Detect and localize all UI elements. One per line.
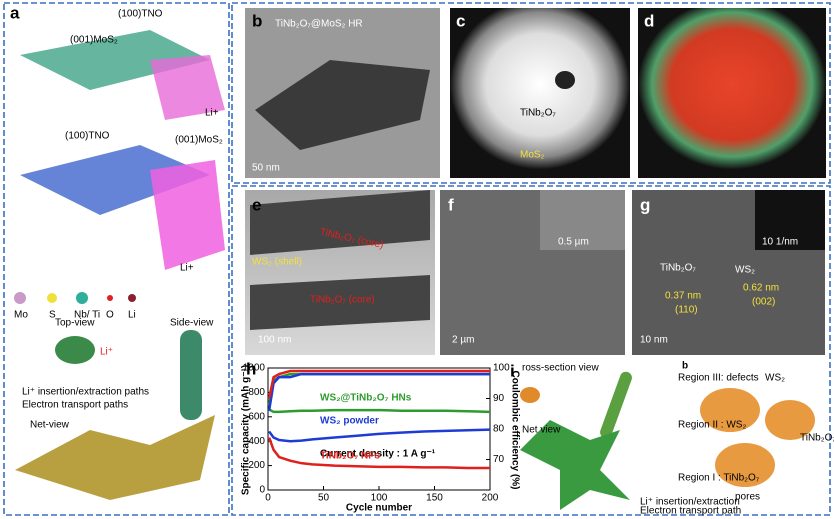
- annotation: TiNb₂O₇: [520, 108, 556, 119]
- annotation: (100)TNO: [65, 131, 110, 142]
- x-tick-label: 200: [482, 493, 499, 504]
- image: [450, 8, 630, 178]
- image: [250, 275, 430, 330]
- panel-label: g: [640, 195, 650, 214]
- y-tick-label: 600: [248, 411, 265, 422]
- chart: h Cycle number Specific capacity (mAh g⁻…: [241, 359, 521, 513]
- annotation: Electron transport paths: [22, 400, 128, 411]
- series-label: WS₂@TiNb₂O₇ HNs: [320, 393, 412, 404]
- annotation: TiNb₂O₇@MoS₂ HR: [275, 19, 363, 30]
- data-line: [267, 372, 490, 411]
- annotation: Top-view: [55, 318, 95, 329]
- x-tick-label: 150: [426, 493, 443, 504]
- annotation: Li⁺: [100, 347, 113, 358]
- annotation: MoS₂: [520, 150, 545, 161]
- x-tick-label: 100: [371, 493, 388, 504]
- data-line: [268, 408, 491, 414]
- panel-i-art: [520, 371, 815, 510]
- annotation: Net-view: [30, 420, 70, 431]
- series-label: TiNb₂O₇ NFs: [320, 451, 380, 462]
- y2-tick-label: 80: [493, 424, 505, 435]
- image: [755, 190, 825, 250]
- series-label: WS₂ powder: [320, 416, 379, 427]
- panel-frame: [231, 2, 831, 184]
- annotation: (100)TNO: [118, 9, 163, 20]
- y-tick-label: 800: [248, 387, 265, 398]
- image: [638, 8, 826, 178]
- annotation: 0.37 nm: [665, 291, 701, 302]
- panel-a-frame: [3, 2, 230, 516]
- annotation: WS₂: [735, 265, 755, 276]
- annotation: ross-section view: [522, 363, 599, 374]
- y2-tick-label: 90: [493, 393, 505, 404]
- annotation: Li⁺ insertion/extraction paths: [22, 387, 149, 398]
- panel-label: h: [246, 359, 256, 378]
- annotation: TiNb₂O₇: [660, 263, 696, 274]
- y-tick-label: 400: [248, 436, 265, 447]
- data-line: [267, 437, 490, 470]
- annotation: pores: [735, 492, 760, 503]
- annotation: Li+: [205, 108, 219, 119]
- annotation: (110): [675, 305, 698, 316]
- y-axis-title: Specific capacity (mAh g⁻¹): [241, 365, 252, 495]
- annotation: Region I : TiNb₂O₇: [678, 473, 760, 484]
- legend-label: Mo: [14, 310, 28, 321]
- legend-label: O: [106, 310, 114, 321]
- legend-label: Li: [128, 310, 136, 321]
- annotation: (001)MoS₂: [70, 35, 118, 46]
- annotation: Current density : 1 A g⁻¹: [320, 449, 436, 460]
- scale-bar: 100 nm: [258, 335, 291, 346]
- data-line: [267, 369, 490, 399]
- y-tick-label: 1000: [243, 363, 266, 374]
- panel-label: a: [10, 3, 20, 22]
- panel-label: d: [644, 11, 654, 30]
- image: [555, 71, 575, 89]
- legend-label: Nb/ Ti: [74, 310, 100, 321]
- annotation: TiNb₂O₇ (core): [310, 295, 375, 306]
- annotation: Li+: [180, 263, 194, 274]
- legend-label: Li⁺ insertion/extraction: [640, 497, 740, 508]
- scale-bar: 10 nm: [640, 335, 668, 346]
- y-tick-label: 200: [248, 460, 265, 471]
- panel-a-art: [14, 30, 225, 500]
- annotation: WS₂: [765, 373, 785, 384]
- data-line: [268, 428, 491, 443]
- y2-axis-title: Coulombic efficiency (%): [509, 371, 520, 490]
- scale-bar: 0.5 µm: [558, 237, 589, 248]
- x-tick-label: 50: [318, 493, 330, 504]
- scale-bar: 50 nm: [252, 163, 280, 174]
- annotation: WS₂ (shell): [252, 257, 302, 268]
- annotation: Side-view: [170, 318, 214, 329]
- annotation: TiNb₂O₇: [800, 433, 834, 444]
- y2-tick-label: 100: [493, 363, 510, 374]
- annotation: Net view: [522, 425, 561, 436]
- annotation: 0.62 nm: [743, 283, 779, 294]
- x-axis-title: Cycle number: [346, 503, 412, 514]
- panel-label: e: [252, 195, 261, 214]
- annotation: (001)MoS₂: [175, 135, 223, 146]
- panel-label: i: [510, 361, 515, 380]
- annotation: Region III: defects: [678, 373, 759, 384]
- y-tick-label: 0: [259, 485, 265, 496]
- legend-label: S: [49, 310, 56, 321]
- annotation: (002): [752, 297, 775, 308]
- scale-bar: 2 µm: [452, 335, 474, 346]
- y2-tick-label: 70: [493, 454, 505, 465]
- panel-label: c: [456, 11, 465, 30]
- annotation: b: [682, 361, 688, 372]
- image: [250, 190, 430, 255]
- x-tick-label: 0: [265, 493, 271, 504]
- image: [540, 190, 625, 250]
- panel-label: f: [448, 195, 454, 214]
- image: [255, 60, 430, 150]
- scale-bar: 10 1/nm: [762, 237, 798, 248]
- annotation: Region II : WS₂: [678, 420, 746, 431]
- panel-frame: [231, 185, 831, 516]
- legend-label: Electron transport path: [640, 506, 741, 517]
- panel-label: b: [252, 11, 262, 30]
